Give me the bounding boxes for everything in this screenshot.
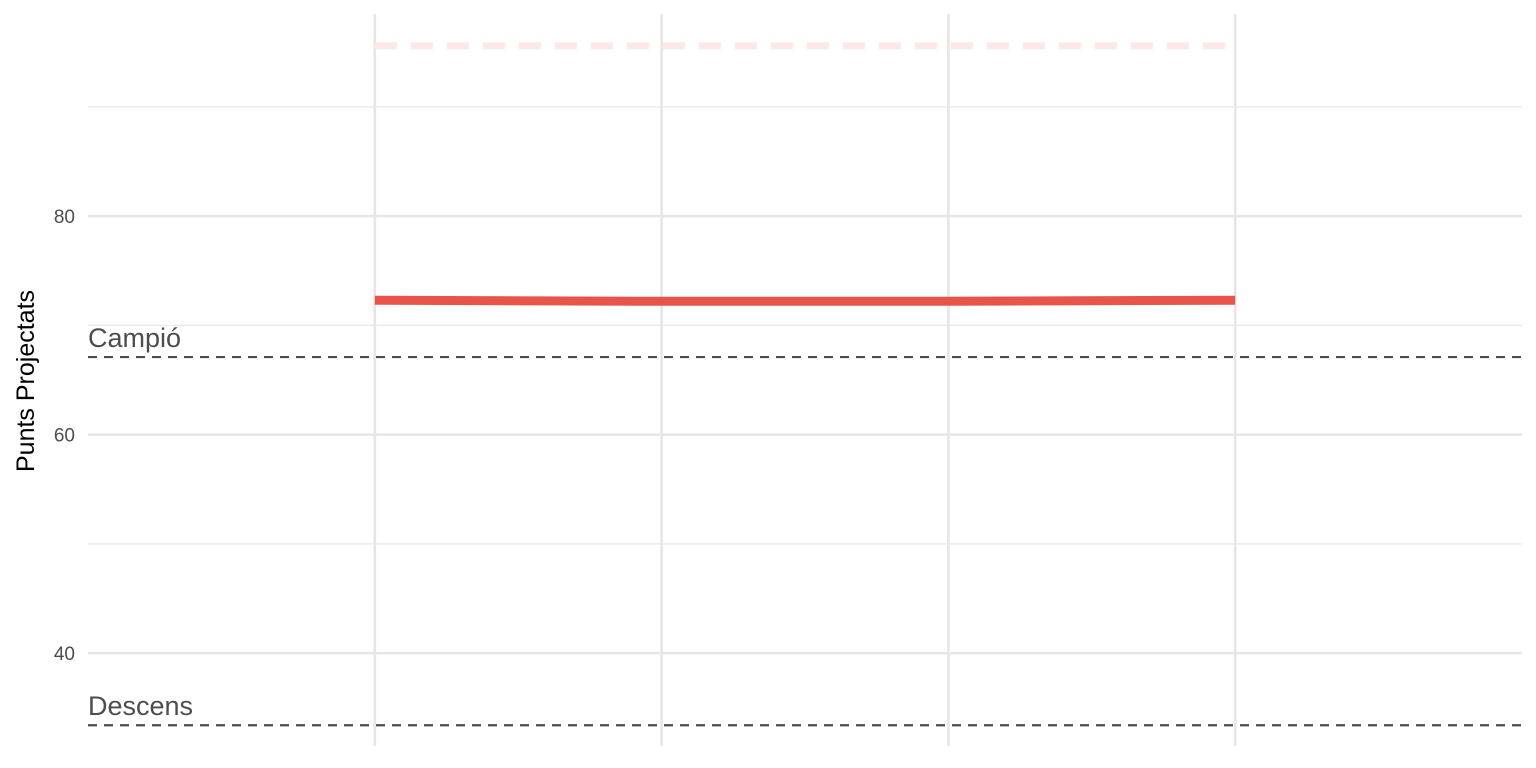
y-tick-label: 60 xyxy=(54,426,75,447)
reference-line-label: Campió xyxy=(88,323,181,353)
y-tick-label: 80 xyxy=(54,207,75,228)
major-gridlines xyxy=(88,14,1522,746)
minor-gridlines xyxy=(88,106,1522,545)
series-layer xyxy=(374,42,1236,306)
y-tick-labels: 40 60 80 xyxy=(54,207,75,665)
reference-line-label: Descens xyxy=(88,691,193,721)
y-tick-label: 40 xyxy=(54,644,75,665)
y-axis-title: Punts Projectats xyxy=(12,290,40,472)
reference-lines: Campió Descens xyxy=(88,323,1522,727)
series-line xyxy=(374,295,1236,306)
